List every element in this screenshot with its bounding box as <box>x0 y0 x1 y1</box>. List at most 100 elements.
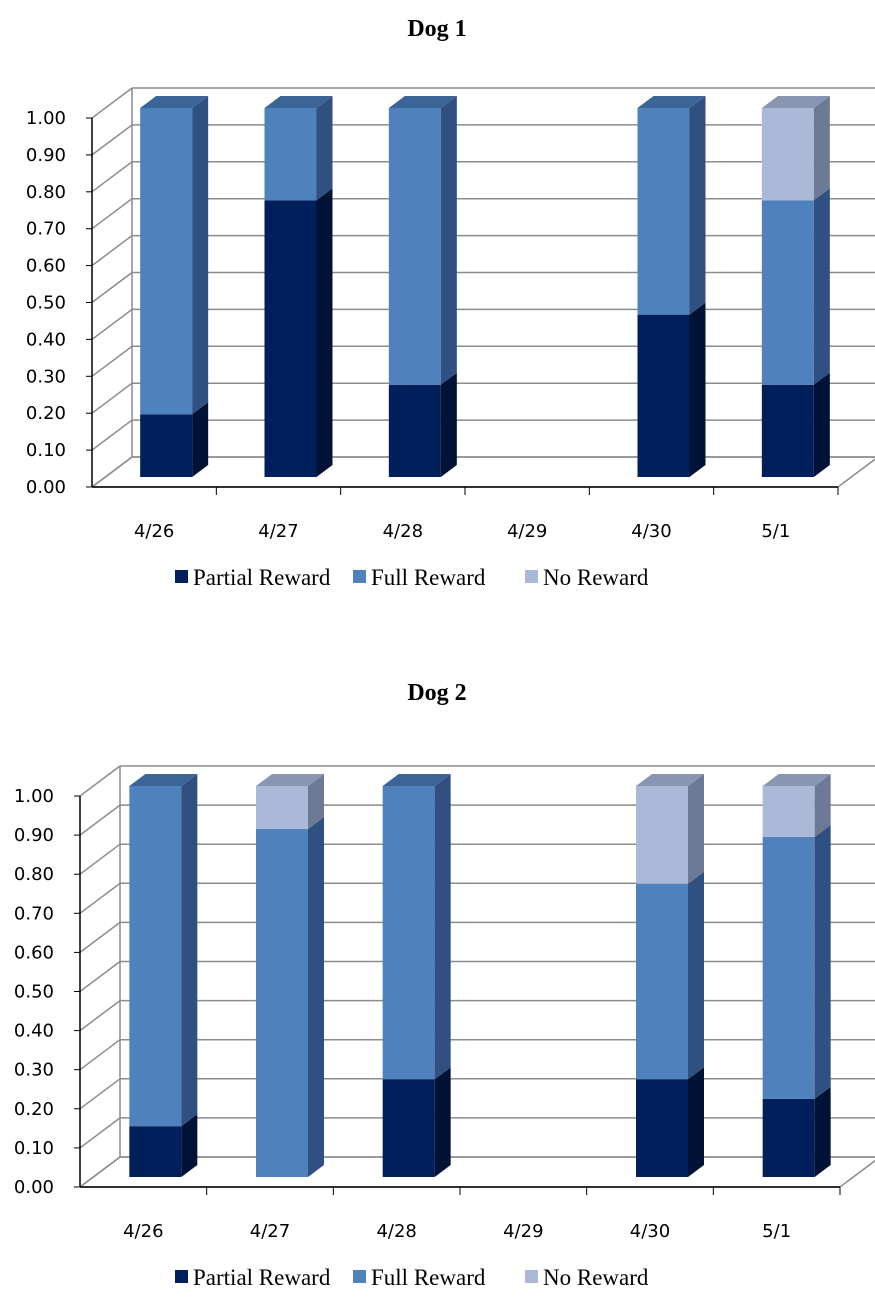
gridline-diagonal <box>91 161 133 193</box>
bar-side <box>440 372 457 477</box>
bar-front <box>140 108 193 415</box>
bar-side <box>434 1067 451 1177</box>
legend-swatch <box>175 570 188 583</box>
bar-front <box>761 108 814 201</box>
gridline-diagonal <box>91 382 133 414</box>
bar-segment-no-reward <box>762 774 831 837</box>
bar-front <box>382 1079 435 1177</box>
legend-swatch <box>525 1270 538 1283</box>
bar-front <box>762 786 815 837</box>
bar-side <box>440 96 457 385</box>
legend-item-partial-reward: Partial Reward <box>175 1265 331 1290</box>
bar-segment-no-reward <box>636 774 704 884</box>
bar-front <box>256 829 308 1177</box>
bar-side <box>434 774 451 1080</box>
bar-front <box>636 883 688 1080</box>
y-tick-label: 0.40 <box>26 329 66 350</box>
gridline-diagonal <box>91 345 133 377</box>
bar-segment-full-reward <box>761 188 830 385</box>
bar-side <box>192 402 209 477</box>
bar-segment-partial-reward <box>762 1086 831 1177</box>
legend-item-full-reward: Full Reward <box>353 565 486 590</box>
bar-front <box>637 108 690 315</box>
y-tick-label: 0.80 <box>26 182 66 203</box>
gridline-diagonal <box>91 87 133 119</box>
bar-front <box>762 836 815 1099</box>
bar-side <box>814 774 831 837</box>
y-tick-label: 0.30 <box>14 1060 54 1081</box>
x-tick-label: 4/30 <box>630 1221 670 1242</box>
x-tick-label: 4/28 <box>383 521 423 542</box>
gridline-diagonal <box>91 271 133 304</box>
bar-front <box>761 200 814 385</box>
y-tick-label: 0.20 <box>26 403 66 424</box>
bar-side <box>181 774 198 1127</box>
y-tick-label: 0.80 <box>14 864 54 885</box>
bar-side <box>689 96 706 315</box>
legend-item-partial-reward: Partial Reward <box>175 565 331 590</box>
bar-front <box>264 200 317 477</box>
legend-item-full-reward: Full Reward <box>353 1265 486 1290</box>
y-tick-label: 0.30 <box>26 366 66 387</box>
y-tick-label: 0.00 <box>26 477 66 498</box>
bar-top <box>264 96 333 108</box>
x-tick-label: 4/30 <box>631 521 671 542</box>
chart-dog-2: Dog 2 0.00 0.10 0.20 0.30 0.40 0.50 0.60 0.70 0.… <box>0 660 875 1308</box>
bar-side <box>192 96 209 415</box>
bar-segment-partial-reward <box>761 372 830 477</box>
bar-side <box>688 774 704 884</box>
bar-segment-no-reward <box>761 96 830 201</box>
bar-segment-partial-reward <box>637 302 706 477</box>
y-tick-label: 0.60 <box>14 942 54 963</box>
bar-segment-full-reward <box>637 96 706 315</box>
gridline-diagonal <box>91 198 133 230</box>
bar-top <box>256 774 324 786</box>
bar-top <box>129 774 198 786</box>
y-tick-label: 0.60 <box>26 256 66 277</box>
x-tick-label: 4/27 <box>258 521 298 542</box>
gridline-diagonal <box>79 1000 121 1032</box>
bar-side <box>814 824 831 1099</box>
bar-front <box>636 786 688 884</box>
bar-segment-partial-reward <box>388 372 457 477</box>
x-tick-label: 4/26 <box>123 1221 163 1242</box>
x-tick-label: 5/1 <box>762 1221 791 1242</box>
legend-label: No Reward <box>543 1265 649 1290</box>
bar-side <box>308 817 324 1177</box>
gridline-diagonal <box>91 308 133 340</box>
bar-top <box>637 96 706 108</box>
bar-segment-no-reward <box>256 774 324 830</box>
y-tick-label: 0.20 <box>14 1099 54 1120</box>
bar-front <box>637 314 690 477</box>
bar-segment-full-reward <box>388 96 457 385</box>
chart-dog-2-svg: Dog 2 0.00 0.10 0.20 0.30 0.40 0.50 0.60 0.70 0.… <box>14 680 875 1290</box>
bar-side <box>814 1086 831 1177</box>
bar-segment-partial-reward <box>264 188 333 477</box>
gridline-diagonal <box>79 921 121 953</box>
bar-segment-partial-reward <box>129 1114 198 1177</box>
legend-swatch <box>525 570 538 583</box>
bar-segment-full-reward <box>264 96 333 201</box>
y-tick-label: 0.70 <box>26 219 66 240</box>
gridline-diagonal <box>79 804 121 836</box>
bar-front <box>382 786 435 1080</box>
gridline-diagonal <box>79 1117 121 1149</box>
bar-front <box>256 786 308 830</box>
bar-segment-partial-reward <box>382 1067 451 1177</box>
bar-side <box>181 1114 198 1177</box>
x-tick-label: 4/26 <box>134 521 174 542</box>
legend-label: No Reward <box>543 565 649 590</box>
bar-side <box>813 372 830 477</box>
bar-front <box>636 1079 688 1177</box>
gridline-diagonal <box>79 1078 121 1110</box>
y-tick-label: 0.50 <box>26 293 66 314</box>
gridline-diagonal <box>79 843 121 875</box>
bar-top <box>140 96 209 108</box>
y-tick-label: 0.90 <box>14 825 54 846</box>
x-tick-label: 4/29 <box>507 521 547 542</box>
legend-swatch <box>175 1270 188 1283</box>
legend-item-no-reward: No Reward <box>525 565 649 590</box>
bar-side <box>316 188 333 477</box>
x-tick-label: 4/29 <box>503 1221 543 1242</box>
legend-label: Full Reward <box>371 565 486 590</box>
